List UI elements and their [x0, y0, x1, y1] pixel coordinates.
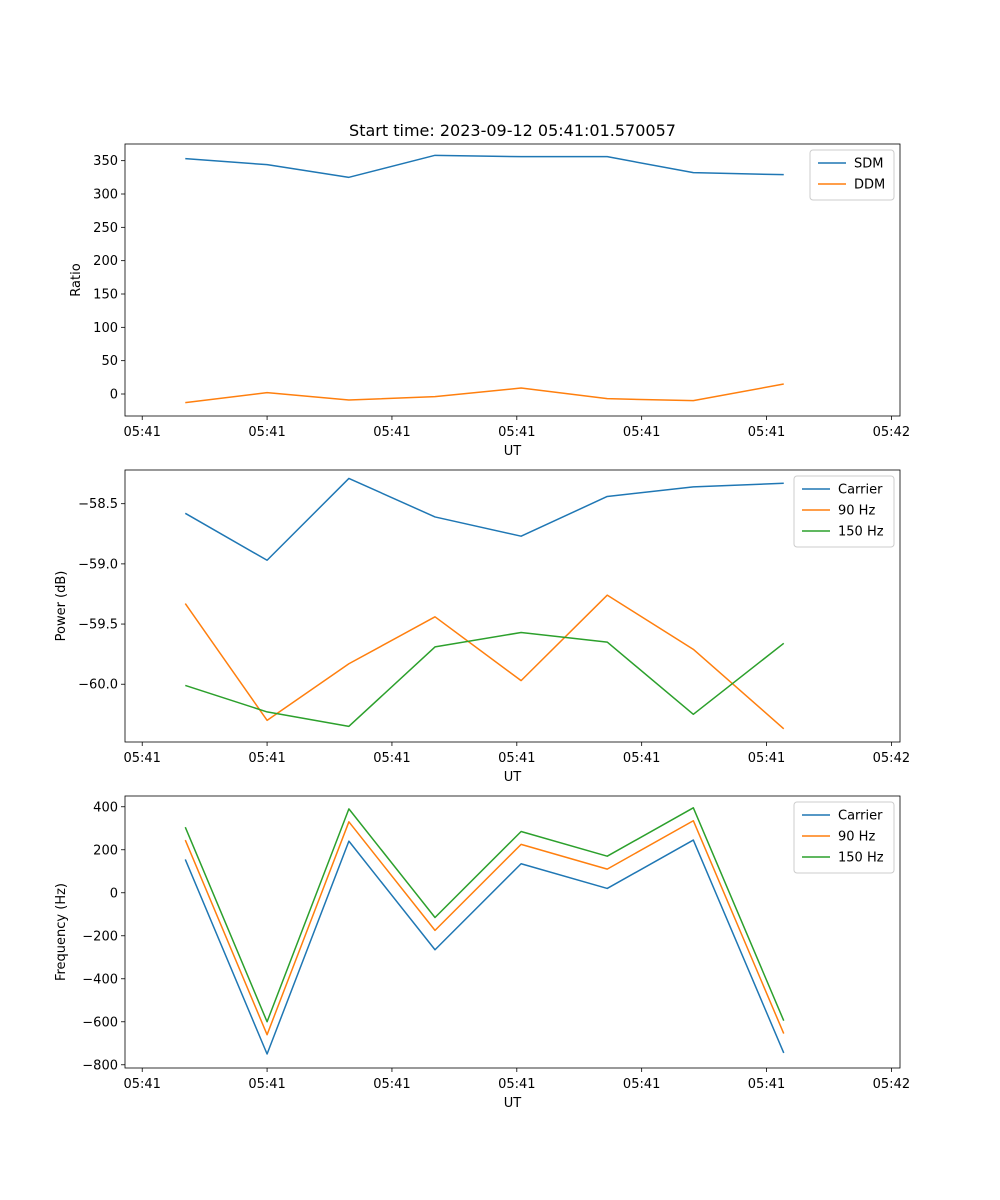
ratio-y-tick-label: 300	[93, 188, 118, 203]
ratio-x-tick-label: 05:41	[248, 425, 285, 440]
ratio-axes-frame	[124, 143, 901, 417]
frequency-y-tick-label: 400	[93, 800, 118, 815]
ratio-x-tick-label: 05:41	[373, 425, 410, 440]
panel-ratio: 05:41 05:41 05:41 05:41 05:41 05:41 05:42 0 50 10…	[69, 143, 910, 459]
ratio-series-sdm-line	[185, 154, 784, 179]
power-legend-label: Carrier	[838, 483, 883, 498]
panel-power: 05:41 05:41 05:41 05:41 05:41 05:41 05:42 −60.0…	[54, 469, 910, 785]
frequency-y-tick-label: 200	[93, 843, 118, 858]
frequency-x-tick-label: 05:41	[623, 1077, 660, 1092]
power-y-tick-label: −59.5	[78, 618, 118, 633]
ratio-plot-area	[125, 144, 900, 416]
frequency-y-tick-label: −400	[82, 972, 118, 987]
power-legend-frame	[793, 475, 895, 548]
power-series-carrier-line	[184, 477, 784, 562]
ratio-y-tick-label: 50	[101, 354, 118, 369]
frequency-legend: Carrier 90 Hz 150 Hz	[793, 801, 895, 874]
frequency-legend-label: Carrier	[838, 809, 883, 824]
ratio-legend-label: DDM	[854, 178, 885, 193]
power-legend: Carrier 90 Hz 150 Hz	[793, 475, 895, 548]
power-series-150-hz-line	[185, 631, 785, 728]
power-x-tick-label: 05:42	[873, 751, 910, 766]
power-x-tick-label: 05:41	[248, 751, 285, 766]
ratio-y-tick-label: 350	[93, 154, 118, 169]
frequency-legend-label: 90 Hz	[838, 830, 875, 845]
frequency-series-carrier-line	[184, 839, 785, 1055]
power-axes-frame	[124, 469, 901, 743]
ratio-y-tick-label: 250	[93, 221, 118, 236]
frequency-series-90-hz-line	[184, 819, 785, 1036]
ratio-x-tick-label: 05:41	[123, 425, 160, 440]
frequency-x-axis-label: UT	[504, 1096, 522, 1111]
frequency-legend-label: 150 Hz	[838, 851, 884, 866]
frequency-axes-frame	[124, 795, 901, 1069]
power-legend-label: 150 Hz	[838, 525, 884, 540]
ratio-series-ddm-line	[185, 383, 784, 404]
frequency-y-tick-label: 0	[110, 886, 118, 901]
ratio-x-axis-label: UT	[504, 444, 522, 459]
power-y-tick-label: −58.5	[78, 497, 118, 512]
power-x-tick-label: 05:41	[123, 751, 160, 766]
frequency-plot-area	[125, 796, 900, 1068]
frequency-series-150-hz-line	[184, 807, 785, 1023]
ratio-x-tick-label: 05:41	[623, 425, 660, 440]
frequency-y-axis-label: Frequency (Hz)	[54, 883, 69, 981]
ratio-y-tick-label: 200	[93, 254, 118, 269]
figure-title: Start time: 2023-09-12 05:41:01.570057	[349, 121, 676, 140]
frequency-x-tick-label: 05:41	[248, 1077, 285, 1092]
power-series-90-hz-line	[184, 594, 785, 730]
ratio-y-tick-label: 150	[93, 288, 118, 303]
power-y-tick-label: −60.0	[78, 678, 118, 693]
power-x-tick-label: 05:41	[623, 751, 660, 766]
power-x-tick-label: 05:41	[373, 751, 410, 766]
panel-frequency: 05:41 05:41 05:41 05:41 05:41 05:41 05:42 −800 −…	[54, 795, 910, 1111]
ratio-x-tick-label: 05:42	[873, 425, 910, 440]
frequency-y-tick-label: −600	[82, 1015, 118, 1030]
power-x-tick-label: 05:41	[498, 751, 535, 766]
panels: 05:41 05:41 05:41 05:41 05:41 05:41 05:42 0 50 10…	[54, 143, 910, 1111]
ratio-y-tick-label: 100	[93, 321, 118, 336]
ratio-x-tick-label: 05:41	[498, 425, 535, 440]
frequency-legend-frame	[793, 801, 895, 874]
frequency-x-tick-label: 05:41	[373, 1077, 410, 1092]
power-plot-area	[125, 470, 900, 742]
frequency-x-tick-label: 05:42	[873, 1077, 910, 1092]
power-y-tick-label: −59.0	[78, 557, 118, 572]
frequency-y-tick-label: −200	[82, 929, 118, 944]
frequency-x-tick-label: 05:41	[123, 1077, 160, 1092]
ratio-y-axis-label: Ratio	[69, 263, 84, 296]
frequency-x-tick-label: 05:41	[748, 1077, 785, 1092]
power-x-tick-label: 05:41	[748, 751, 785, 766]
ratio-legend-label: SDM	[854, 157, 883, 172]
ratio-x-tick-label: 05:41	[748, 425, 785, 440]
power-y-axis-label: Power (dB)	[54, 571, 69, 642]
power-x-axis-label: UT	[504, 770, 522, 785]
frequency-x-tick-label: 05:41	[498, 1077, 535, 1092]
ratio-y-tick-label: 0	[110, 388, 118, 403]
ratio-legend: SDM DDM	[809, 149, 895, 201]
power-legend-label: 90 Hz	[838, 504, 875, 519]
frequency-y-tick-label: −800	[82, 1058, 118, 1073]
